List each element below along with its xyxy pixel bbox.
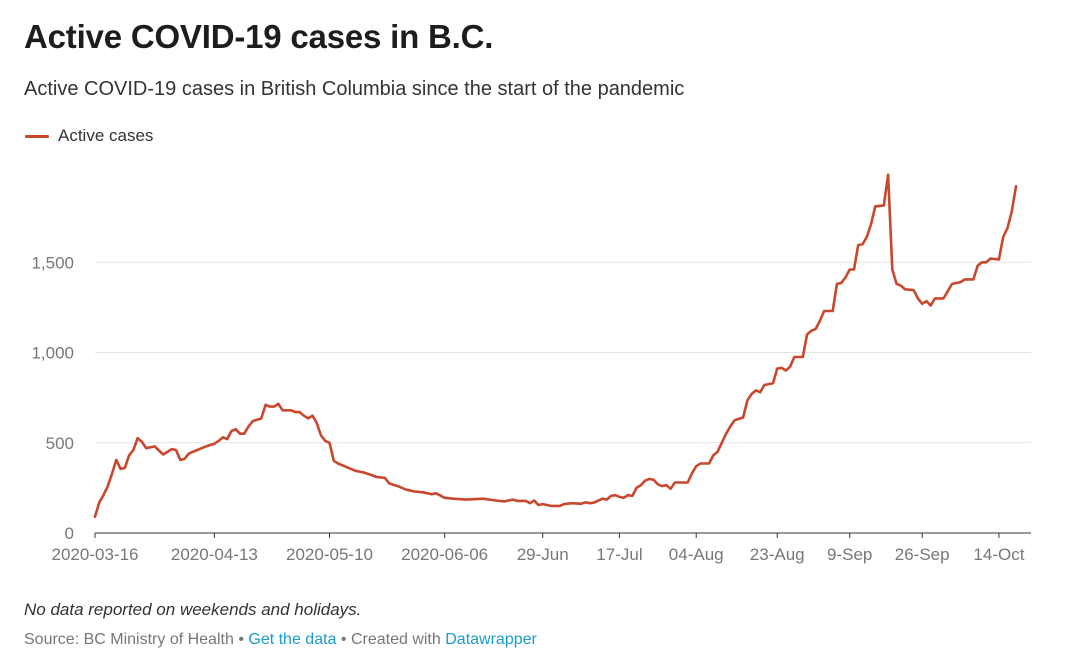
legend: Active cases: [25, 126, 153, 146]
x-tick-label: 2020-06-06: [401, 545, 488, 564]
source-text: Source: BC Ministry of Health: [24, 631, 234, 648]
x-tick-label: 2020-05-10: [286, 545, 373, 564]
x-tick-label: 23-Aug: [750, 545, 805, 564]
x-tick-label: 17-Jul: [596, 545, 642, 564]
footer-separator: •: [238, 631, 244, 648]
credit-text: Created with: [350, 631, 441, 648]
x-tick-label: 26-Sep: [895, 545, 950, 564]
chart-subtitle: Active COVID-19 cases in British Columbi…: [24, 78, 685, 100]
chart-title: Active COVID-19 cases in B.C.: [24, 18, 494, 55]
chart-note: No data reported on weekends and holiday…: [24, 600, 362, 619]
legend-label: Active cases: [58, 126, 154, 145]
x-tick-label: 29-Jun: [517, 545, 569, 564]
x-tick-label: 04-Aug: [669, 545, 724, 564]
legend-swatch: [25, 134, 49, 138]
active-cases-line: [93, 173, 1018, 519]
datawrapper-link[interactable]: Datawrapper: [445, 631, 537, 648]
x-tick-label: 14-Oct: [973, 545, 1024, 564]
y-tick-label: 1,000: [31, 344, 74, 363]
x-tick-label: 2020-04-13: [171, 545, 258, 564]
footer-separator: •: [340, 631, 347, 648]
x-tick-label: 9-Sep: [827, 545, 872, 564]
y-tick-label: 0: [65, 524, 74, 543]
x-tick-label: 2020-03-16: [52, 545, 139, 564]
chart-footer: Source: BC Ministry of Health • Get the …: [24, 631, 537, 649]
y-tick-label: 500: [46, 434, 74, 453]
y-tick-label: 1,500: [31, 253, 74, 272]
get-the-data-link[interactable]: Get the data: [248, 631, 337, 648]
